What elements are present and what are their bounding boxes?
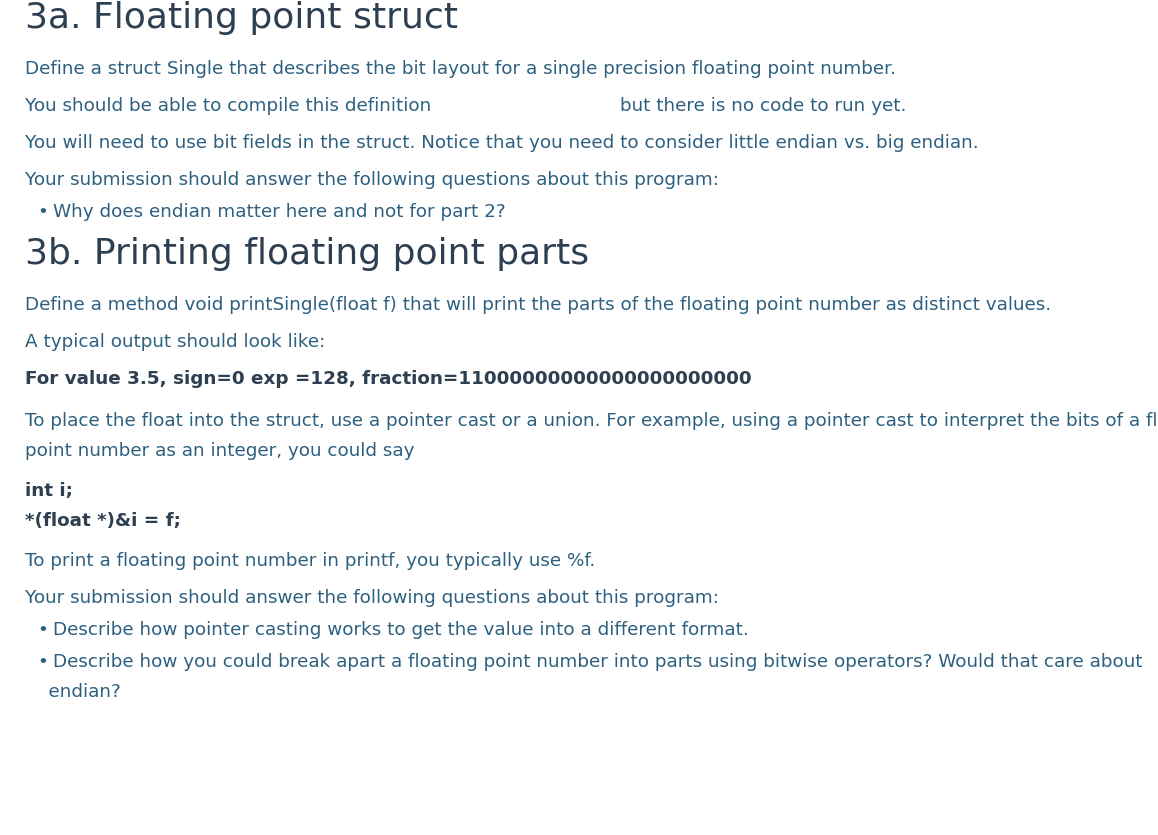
Text: endian?: endian? (25, 683, 120, 701)
Text: You will need to use bit fields in the struct. Notice that you need to consider : You will need to use bit fields in the s… (25, 134, 979, 152)
Text: •: • (37, 203, 47, 221)
Text: 3a. Floating point struct: 3a. Floating point struct (25, 1, 459, 35)
Text: Describe how pointer casting works to get the value into a different format.: Describe how pointer casting works to ge… (53, 621, 749, 639)
Text: Your submission should answer the following questions about this program:: Your submission should answer the follow… (25, 589, 719, 607)
Text: •: • (37, 621, 47, 639)
Text: Why does endian matter here and not for part 2?: Why does endian matter here and not for … (53, 203, 506, 221)
Text: *(float *)&i = f;: *(float *)&i = f; (25, 512, 181, 530)
Text: To print a floating point number in printf, you typically use %f.: To print a floating point number in prin… (25, 552, 595, 570)
Text: •: • (37, 653, 47, 671)
Text: but there is no code to run yet.: but there is no code to run yet. (620, 97, 907, 115)
Text: 3b. Printing floating point parts: 3b. Printing floating point parts (25, 237, 589, 271)
Text: Define a method void printSingle(float f) that will print the parts of the float: Define a method void printSingle(float f… (25, 296, 1051, 314)
Text: A typical output should look like:: A typical output should look like: (25, 333, 325, 351)
Text: int i;: int i; (25, 482, 73, 500)
Text: Describe how you could break apart a floating point number into parts using bitw: Describe how you could break apart a flo… (53, 653, 1143, 671)
Text: Define a struct Single that describes the bit layout for a single precision floa: Define a struct Single that describes th… (25, 60, 896, 78)
Text: point number as an integer, you could say: point number as an integer, you could sa… (25, 442, 415, 460)
Text: To place the float into the struct, use a pointer cast or a union. For example, : To place the float into the struct, use … (25, 412, 1158, 430)
Text: You should be able to compile this definition: You should be able to compile this defin… (25, 97, 431, 115)
Text: For value 3.5, sign=0 exp =128, fraction=11000000000000000000000: For value 3.5, sign=0 exp =128, fraction… (25, 370, 752, 388)
Text: Your submission should answer the following questions about this program:: Your submission should answer the follow… (25, 171, 719, 189)
